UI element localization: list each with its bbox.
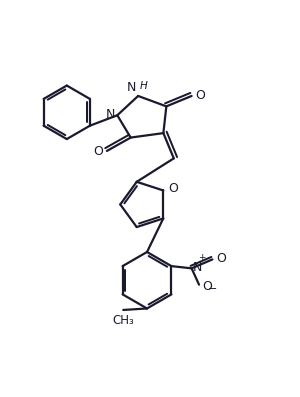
Text: −: − — [208, 284, 217, 294]
Text: +: + — [198, 253, 206, 262]
Text: O: O — [202, 279, 212, 293]
Text: N: N — [193, 261, 203, 274]
Text: O: O — [168, 183, 178, 195]
Text: CH₃: CH₃ — [112, 314, 134, 328]
Text: O: O — [94, 145, 103, 158]
Text: N: N — [106, 108, 115, 121]
Text: O: O — [216, 252, 226, 265]
Text: H: H — [140, 81, 147, 91]
Text: N: N — [127, 81, 136, 94]
Text: O: O — [195, 89, 205, 102]
